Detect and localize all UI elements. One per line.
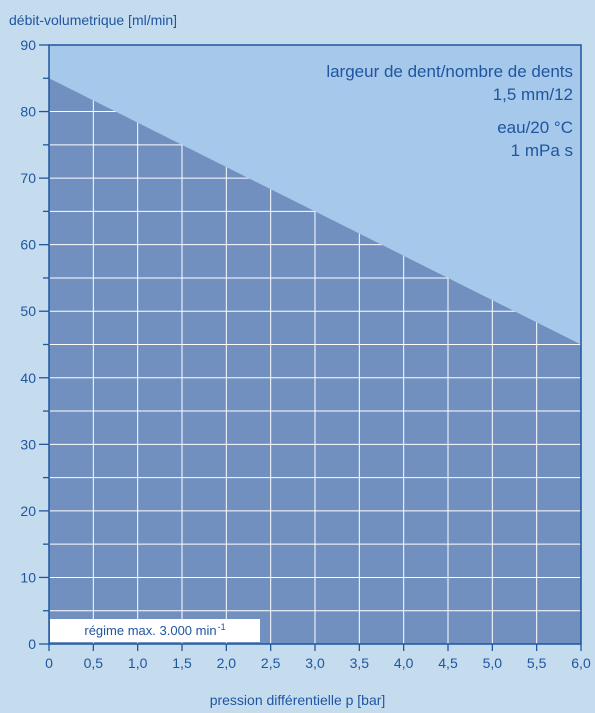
max-speed-unit-exponent: -1	[217, 621, 226, 632]
y-tick-label: 50	[20, 303, 36, 319]
x-tick-label: 3,5	[350, 655, 370, 671]
x-tick-label: 4,5	[438, 655, 458, 671]
max-speed-text: régime max. 3.000 min	[84, 623, 217, 638]
y-tick-label: 70	[20, 170, 36, 186]
x-tick-label: 0	[45, 655, 53, 671]
x-tick-label: 4,0	[394, 655, 414, 671]
y-tick-label: 80	[20, 104, 36, 120]
x-tick-label: 2,0	[217, 655, 237, 671]
x-axis-label: pression différentielle p [bar]	[209, 692, 386, 708]
x-tick-label: 0,5	[84, 655, 104, 671]
x-tick-label: 3,0	[305, 655, 325, 671]
x-tick-label: 1,5	[172, 655, 192, 671]
x-tick-label: 2,5	[261, 655, 281, 671]
y-axis-label: débit-volumetrique [ml/min]	[9, 12, 178, 28]
y-tick-label: 0	[28, 636, 36, 652]
annotation-tooth-width-count: largeur de dent/nombre de dents	[326, 62, 573, 81]
x-tick-label: 5,0	[483, 655, 503, 671]
max-speed-label: régime max. 3.000 min -1	[50, 619, 260, 642]
y-tick-label: 40	[20, 370, 36, 386]
annotation-tooth-values: 1,5 mm/12	[492, 85, 573, 104]
annotation-fluid: eau/20 °C	[497, 118, 573, 137]
annotation-viscosity: 1 mPa s	[510, 141, 573, 160]
x-tick-label: 6,0	[571, 655, 591, 671]
y-tick-label: 30	[20, 436, 36, 452]
x-tick-label: 5,5	[527, 655, 547, 671]
x-tick-label: 1,0	[128, 655, 148, 671]
chart-annotations: largeur de dent/nombre de dents 1,5 mm/1…	[326, 60, 573, 162]
y-tick-label: 10	[20, 569, 36, 585]
y-tick-label: 90	[20, 37, 36, 53]
y-tick-label: 20	[20, 503, 36, 519]
y-tick-label: 60	[20, 237, 36, 253]
